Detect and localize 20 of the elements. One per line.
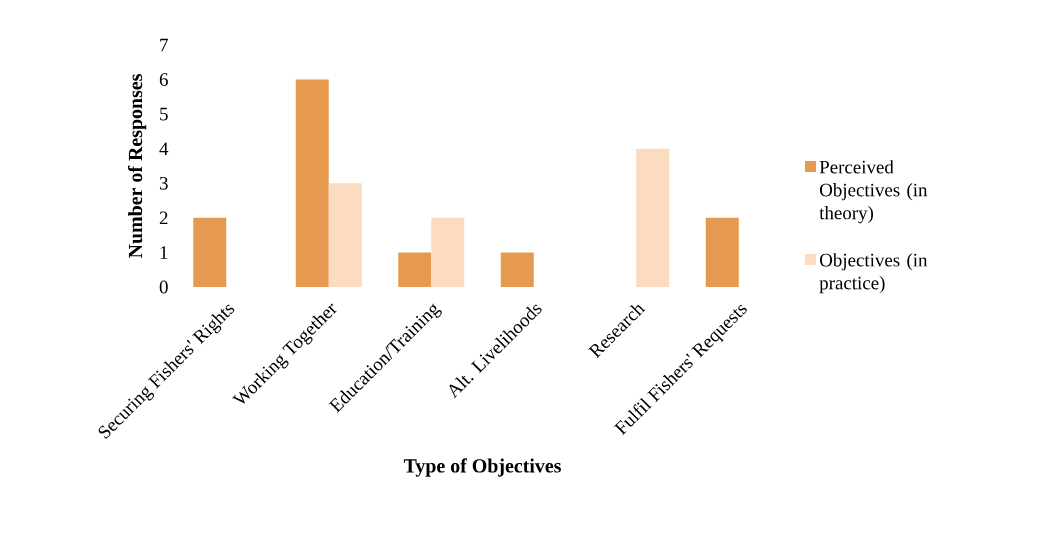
x-axis-title: Type of Objectives (403, 458, 561, 477)
legend-label: Objectives (in practice) (819, 253, 928, 294)
y-tick-label: 4 (159, 142, 169, 155)
y-tick-label: 3 (159, 176, 168, 190)
y-tick-label: 6 (159, 73, 168, 86)
legend-label: Perceived Objectives (in theory) (819, 160, 928, 224)
bar (431, 217, 465, 287)
bar (295, 79, 329, 287)
y-tick-label: 7 (160, 38, 168, 52)
bar (398, 252, 432, 287)
bar (193, 217, 227, 287)
bar (500, 252, 534, 287)
y-axis-title: Number of Responses (127, 74, 147, 259)
bar (328, 183, 362, 287)
y-tick-label: 5 (160, 107, 168, 121)
bar (705, 217, 739, 287)
y-tick-label: 0 (159, 280, 168, 294)
y-tick-label: 1 (160, 246, 168, 259)
bar (636, 148, 670, 287)
y-tick-label: 2 (159, 211, 168, 225)
